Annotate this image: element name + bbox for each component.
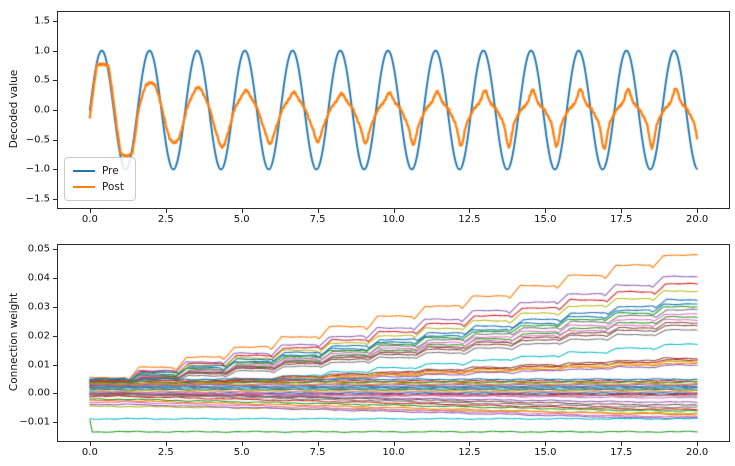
x-tick-label: 7.5: [309, 447, 326, 458]
pre-line-swatch: [73, 169, 95, 173]
x-tick-mark: [545, 209, 547, 213]
x-tick-mark: [165, 209, 167, 213]
y-tick-mark: [53, 80, 57, 82]
decoded-value-axis-label: Decoded value: [8, 69, 20, 149]
y-tick-label: −1.5: [25, 193, 50, 205]
y-tick-label: 0.5: [34, 74, 50, 86]
x-tick-label: 5.0: [233, 214, 250, 225]
y-tick-label: 0.03: [27, 301, 50, 313]
x-tick-mark: [89, 209, 91, 213]
legend-label-pre: Pre: [102, 165, 119, 177]
legend-item-post: Post: [73, 179, 124, 195]
x-tick-mark: [621, 209, 623, 213]
x-tick-label: 15.0: [534, 447, 557, 458]
x-tick-label: 10.0: [382, 214, 405, 225]
y-tick-label: 0.00: [27, 387, 50, 399]
y-tick-mark: [53, 199, 57, 201]
connection-weight-axes: [57, 244, 730, 442]
y-tick-label: −0.01: [19, 416, 50, 428]
connection-weight-axis-label: Connection weight: [8, 292, 20, 392]
y-tick-label: −1.0: [25, 163, 50, 175]
y-tick-mark: [53, 169, 57, 171]
y-tick-mark: [53, 20, 57, 22]
x-tick-mark: [621, 442, 623, 446]
x-tick-label: 10.0: [382, 447, 405, 458]
y-tick-mark: [53, 364, 57, 366]
x-tick-mark: [241, 442, 243, 446]
x-tick-label: 7.5: [309, 214, 326, 225]
y-tick-label: 0.02: [27, 330, 50, 342]
y-tick-label: 0.0: [34, 104, 50, 116]
x-tick-mark: [393, 209, 395, 213]
y-tick-mark: [53, 249, 57, 251]
x-tick-label: 2.5: [157, 214, 174, 225]
x-tick-label: 0.0: [81, 447, 98, 458]
y-tick-mark: [53, 422, 57, 424]
x-tick-mark: [241, 209, 243, 213]
legend: Pre Post: [64, 157, 136, 201]
x-tick-mark: [317, 442, 319, 446]
x-tick-mark: [393, 442, 395, 446]
x-tick-label: 20.0: [685, 447, 709, 458]
legend-label-post: Post: [102, 181, 124, 193]
x-tick-mark: [165, 442, 167, 446]
y-tick-mark: [53, 110, 57, 111]
x-tick-mark: [89, 442, 91, 446]
y-tick-label: −0.5: [25, 134, 50, 146]
x-tick-label: 0.0: [81, 214, 98, 225]
y-tick-label: 1.5: [34, 15, 50, 27]
x-tick-label: 17.5: [610, 447, 633, 458]
legend-item-pre: Pre: [73, 163, 124, 179]
y-tick-mark: [53, 278, 57, 280]
x-tick-mark: [697, 442, 699, 446]
y-tick-label: 0.05: [27, 243, 50, 255]
y-tick-mark: [53, 393, 57, 395]
y-tick-mark: [53, 335, 57, 337]
y-tick-label: 0.01: [27, 359, 50, 371]
x-tick-mark: [469, 442, 471, 446]
x-tick-label: 5.0: [233, 447, 250, 458]
decoded-value-axes: Pre Post: [57, 11, 730, 209]
connection-weight-plot-canvas: [58, 245, 729, 441]
y-tick-mark: [53, 50, 57, 52]
x-tick-label: 12.5: [458, 447, 481, 458]
x-tick-label: 17.5: [610, 214, 633, 225]
x-tick-mark: [697, 209, 699, 213]
x-tick-label: 12.5: [458, 214, 481, 225]
y-tick-label: 0.04: [27, 272, 50, 284]
y-tick-mark: [53, 306, 57, 308]
decoded-value-plot-canvas: [58, 12, 729, 208]
post-line-swatch: [73, 185, 95, 189]
x-tick-mark: [469, 209, 471, 213]
x-tick-label: 15.0: [534, 214, 557, 225]
x-tick-mark: [317, 209, 319, 213]
x-tick-label: 2.5: [157, 447, 174, 458]
y-tick-label: 1.0: [34, 45, 50, 57]
y-tick-mark: [53, 139, 57, 141]
x-tick-label: 20.0: [685, 214, 709, 225]
x-tick-mark: [545, 442, 547, 446]
